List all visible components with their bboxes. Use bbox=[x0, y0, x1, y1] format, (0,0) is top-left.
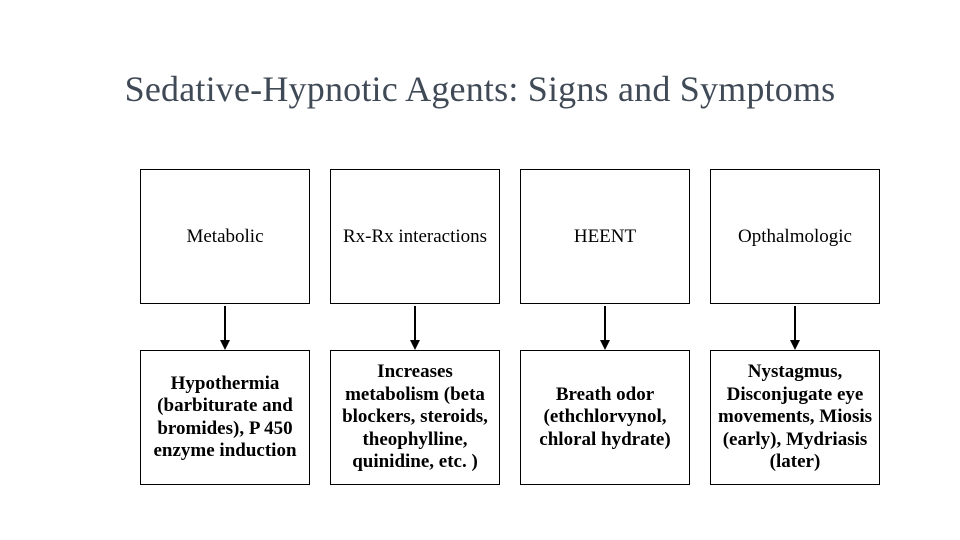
category-box-opthalmologic: Opthalmologic bbox=[710, 169, 880, 304]
category-box-rxrx: Rx-Rx interactions bbox=[330, 169, 500, 304]
detail-text: Nystagmus, Disconjugate eye movements, M… bbox=[717, 361, 873, 473]
detail-box-opthalmologic: Nystagmus, Disconjugate eye movements, M… bbox=[710, 350, 880, 485]
category-label: Metabolic bbox=[186, 226, 263, 248]
category-box-heent: HEENT bbox=[520, 169, 690, 304]
slide-title: Sedative-Hypnotic Agents: Signs and Symp… bbox=[0, 68, 960, 110]
category-label: Rx-Rx interactions bbox=[343, 226, 487, 248]
detail-box-metabolic: Hypothermia (barbiturate and bromides), … bbox=[140, 350, 310, 485]
slide: Sedative-Hypnotic Agents: Signs and Symp… bbox=[0, 0, 960, 540]
detail-text: Hypothermia (barbiturate and bromides), … bbox=[147, 373, 303, 463]
detail-text: Increases metabolism (beta blockers, ste… bbox=[337, 361, 493, 473]
detail-box-rxrx: Increases metabolism (beta blockers, ste… bbox=[330, 350, 500, 485]
detail-box-heent: Breath odor (ethchlorvynol, chloral hydr… bbox=[520, 350, 690, 485]
category-label: Opthalmologic bbox=[738, 226, 852, 248]
category-label: HEENT bbox=[574, 226, 636, 248]
category-box-metabolic: Metabolic bbox=[140, 169, 310, 304]
detail-text: Breath odor (ethchlorvynol, chloral hydr… bbox=[527, 384, 683, 451]
